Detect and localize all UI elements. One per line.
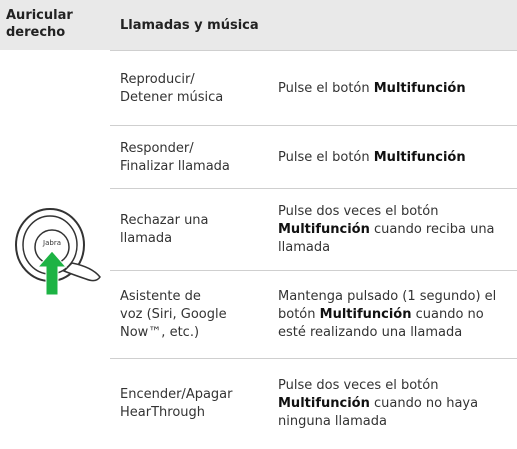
description-text: cuando no esté realizando una llamada xyxy=(278,307,484,340)
action-line: Responder/ xyxy=(120,140,194,156)
button-name: Multifunción xyxy=(319,307,412,322)
button-name: Multifunción xyxy=(278,396,370,411)
button-name: Multifunción xyxy=(278,222,370,237)
action: Asistente de voz (Siri, Google Now™, etc.) xyxy=(120,288,260,342)
action: Reproducir/Detener música xyxy=(120,71,260,107)
description-text: Pulse el botón xyxy=(278,149,374,165)
table-row: Rechazar una llamada Pulse dos veces el bo… xyxy=(110,188,517,271)
action-line: Detener música xyxy=(120,89,224,105)
button-name: Multifunción xyxy=(373,80,466,96)
button-name: Multifunción xyxy=(373,149,466,165)
description: Pulse el botón Multifunción xyxy=(278,149,514,167)
description-text: Pulse dos veces el botón xyxy=(278,204,439,219)
header: Auricular derecho Llamadas y música xyxy=(0,0,517,50)
description-text: Mantenga pulsado (1 segundo) el botón xyxy=(278,289,497,322)
description-text: Pulse dos veces el botón xyxy=(278,378,439,393)
table-row: Encender/Apagar HearThrough Pulse dos vece… xyxy=(110,358,517,449)
action-line: Reproducir/ xyxy=(120,71,195,87)
action-line: HearThrough xyxy=(120,405,206,420)
action-line: Encender/Apagar xyxy=(120,387,233,402)
description-text: cuando no haya ninguna llamada xyxy=(278,396,479,429)
table-row: Responder/Finalizar llamada Pulse el botó… xyxy=(110,125,517,189)
action-line: Now™, etc.) xyxy=(120,325,200,340)
action: Encender/Apagar HearThrough xyxy=(120,386,260,422)
description-text: cuando reciba una llamada xyxy=(278,222,495,255)
action-line: Asistente de xyxy=(120,289,201,304)
header-left: Auricular derecho xyxy=(6,8,73,40)
action-line: llamada xyxy=(120,231,173,246)
svg-text:Jabra: Jabra xyxy=(42,239,61,247)
description: Pulse dos veces el botón Multifunción cu… xyxy=(278,377,514,431)
action-line: voz (Siri, Google xyxy=(120,307,227,322)
action: Rechazar una llamada xyxy=(120,212,260,248)
action: Responder/Finalizar llamada xyxy=(120,140,260,176)
description: Pulse dos veces el botón Multifunción cu… xyxy=(278,203,514,257)
description: Pulse el botón Multifunción xyxy=(278,80,514,98)
description-text: Pulse el botón xyxy=(278,80,374,96)
table-row: Asistente de voz (Siri, Google Now™, etc.)… xyxy=(110,270,517,359)
header-right: Llamadas y música xyxy=(120,18,259,33)
earbud-icon: Jabra xyxy=(15,208,101,296)
description: Mantenga pulsado (1 segundo) el botón Mu… xyxy=(278,288,514,342)
action-line: Rechazar una xyxy=(120,213,209,228)
action-line: Finalizar llamada xyxy=(120,158,230,174)
table-row: Reproducir/Detener música Pulse el botón … xyxy=(110,50,517,126)
